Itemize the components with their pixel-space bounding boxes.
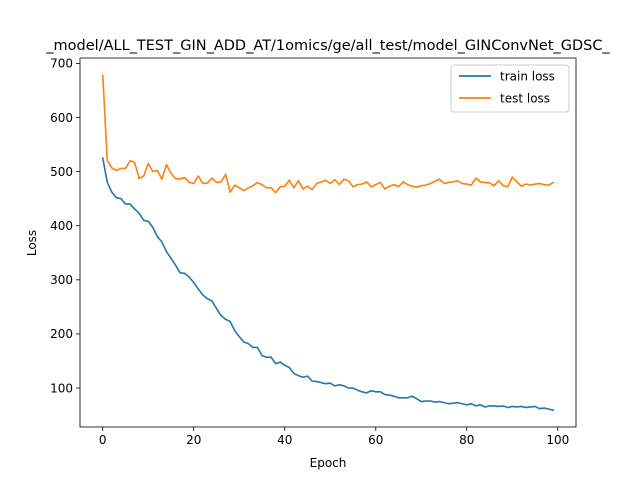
- x-axis-ticks: 0 20 40 60 80 100: [99, 427, 569, 447]
- x-tick-label: 40: [277, 433, 292, 447]
- plot-area: [80, 58, 576, 427]
- y-tick-label: 500: [50, 165, 73, 179]
- y-tick-label: 600: [50, 111, 73, 125]
- y-tick-label: 400: [50, 219, 73, 233]
- series-layer: [101, 74, 555, 412]
- x-tick-label: 60: [368, 433, 383, 447]
- x-tick-label: 0: [99, 433, 107, 447]
- y-tick-label: 100: [50, 381, 73, 395]
- y-tick-label: 700: [50, 57, 73, 71]
- x-tick-label: 100: [546, 433, 569, 447]
- y-axis-ticks: 100 200 300 400 500 600 700: [50, 57, 80, 395]
- series-line-train-loss: [101, 157, 555, 412]
- legend-label-train-loss: train loss: [500, 70, 555, 84]
- legend-label-test-loss: test loss: [500, 92, 550, 106]
- y-tick-label: 300: [50, 273, 73, 287]
- y-tick-label: 200: [50, 327, 73, 341]
- legend: train loss test loss: [450, 64, 570, 113]
- chart-title: _model/ALL_TEST_GIN_ADD_AT/1omics/ge/all…: [45, 38, 610, 54]
- x-tick-label: 20: [186, 433, 201, 447]
- series-line-test-loss: [101, 74, 555, 194]
- plot-frame: [79, 57, 577, 428]
- x-tick-label: 80: [459, 433, 474, 447]
- x-axis-label: Epoch: [310, 456, 347, 470]
- y-axis-label: Loss: [25, 230, 39, 256]
